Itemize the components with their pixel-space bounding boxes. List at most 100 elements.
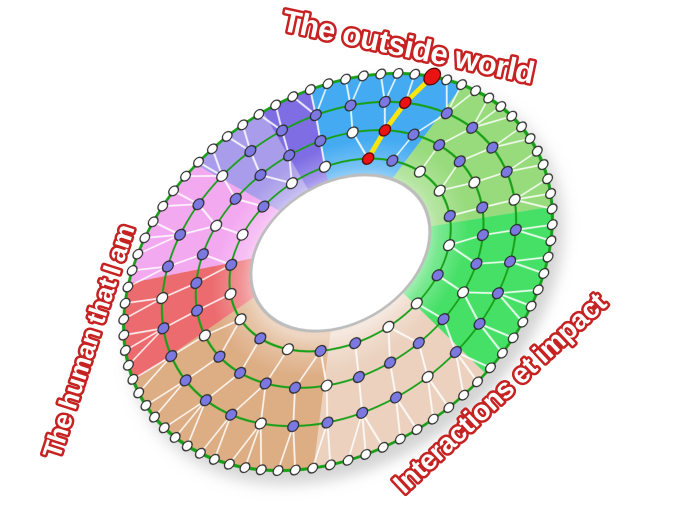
node[interactable] xyxy=(357,70,369,82)
node[interactable] xyxy=(508,193,521,206)
node[interactable] xyxy=(538,268,550,279)
node[interactable] xyxy=(270,99,282,111)
node[interactable] xyxy=(470,85,482,97)
node[interactable] xyxy=(133,387,145,399)
node[interactable] xyxy=(161,260,174,273)
node[interactable] xyxy=(122,359,134,371)
node[interactable] xyxy=(470,257,483,270)
node[interactable] xyxy=(476,201,489,214)
node[interactable] xyxy=(542,173,554,185)
node[interactable] xyxy=(389,391,403,404)
node[interactable] xyxy=(411,424,423,436)
node[interactable] xyxy=(324,459,336,471)
node[interactable] xyxy=(283,149,296,162)
node[interactable] xyxy=(517,316,529,328)
node[interactable] xyxy=(147,216,159,228)
node[interactable] xyxy=(349,337,362,350)
node[interactable] xyxy=(352,370,365,384)
node[interactable] xyxy=(456,79,468,91)
node[interactable] xyxy=(190,304,204,317)
node[interactable] xyxy=(174,228,187,241)
node[interactable] xyxy=(427,413,439,425)
node[interactable] xyxy=(407,128,420,141)
node[interactable] xyxy=(118,313,130,325)
node[interactable] xyxy=(255,464,267,476)
node[interactable] xyxy=(224,287,237,301)
node[interactable] xyxy=(314,344,327,357)
node[interactable] xyxy=(196,248,209,261)
node[interactable] xyxy=(156,291,169,305)
node[interactable] xyxy=(180,170,191,182)
node[interactable] xyxy=(421,370,434,383)
node[interactable] xyxy=(525,300,537,312)
node[interactable] xyxy=(384,356,397,369)
node[interactable] xyxy=(307,462,319,474)
node[interactable] xyxy=(457,286,470,299)
node[interactable] xyxy=(537,159,549,171)
node[interactable] xyxy=(309,109,322,122)
node[interactable] xyxy=(409,68,421,80)
node[interactable] xyxy=(289,381,302,394)
node[interactable] xyxy=(314,134,327,148)
node[interactable] xyxy=(287,91,299,103)
node[interactable] xyxy=(483,92,495,104)
node[interactable] xyxy=(287,420,300,433)
highlighted-node[interactable] xyxy=(423,67,442,86)
node[interactable] xyxy=(179,374,192,387)
node[interactable] xyxy=(377,441,389,453)
node[interactable] xyxy=(468,176,481,189)
node[interactable] xyxy=(466,121,479,134)
node[interactable] xyxy=(516,121,527,133)
node[interactable] xyxy=(443,209,456,223)
node[interactable] xyxy=(221,130,233,142)
node[interactable] xyxy=(253,108,265,120)
node[interactable] xyxy=(360,448,372,460)
node[interactable] xyxy=(237,119,249,131)
node[interactable] xyxy=(192,198,205,211)
node[interactable] xyxy=(168,185,180,197)
node[interactable] xyxy=(318,160,332,173)
node[interactable] xyxy=(289,464,301,476)
node[interactable] xyxy=(431,269,444,282)
node[interactable] xyxy=(356,406,369,419)
node[interactable] xyxy=(320,379,333,392)
node[interactable] xyxy=(304,84,316,96)
node[interactable] xyxy=(545,188,557,200)
node[interactable] xyxy=(281,343,294,356)
node[interactable] xyxy=(486,141,499,154)
node[interactable] xyxy=(394,433,406,445)
node[interactable] xyxy=(532,284,544,296)
node[interactable] xyxy=(225,258,238,271)
node[interactable] xyxy=(259,377,272,390)
node[interactable] xyxy=(410,297,423,310)
node[interactable] xyxy=(531,145,543,157)
node[interactable] xyxy=(344,99,357,112)
node[interactable] xyxy=(199,394,212,407)
node[interactable] xyxy=(254,332,267,345)
node[interactable] xyxy=(236,228,249,241)
node[interactable] xyxy=(234,366,247,379)
node[interactable] xyxy=(485,362,496,374)
node[interactable] xyxy=(149,411,160,423)
node[interactable] xyxy=(375,68,387,80)
node[interactable] xyxy=(382,320,395,333)
node[interactable] xyxy=(545,235,557,247)
node[interactable] xyxy=(413,165,426,178)
node[interactable] xyxy=(495,101,507,113)
node[interactable] xyxy=(208,453,220,465)
node[interactable] xyxy=(127,373,139,385)
node[interactable] xyxy=(157,200,169,212)
node[interactable] xyxy=(440,107,453,120)
node[interactable] xyxy=(496,347,508,359)
node[interactable] xyxy=(412,336,425,350)
node[interactable] xyxy=(213,350,226,363)
node[interactable] xyxy=(223,458,235,470)
node[interactable] xyxy=(198,329,211,342)
node[interactable] xyxy=(285,177,298,190)
node[interactable] xyxy=(491,287,504,300)
node[interactable] xyxy=(254,168,267,182)
node[interactable] xyxy=(157,322,170,335)
node[interactable] xyxy=(433,139,446,152)
node[interactable] xyxy=(119,297,131,309)
node[interactable] xyxy=(437,313,450,326)
